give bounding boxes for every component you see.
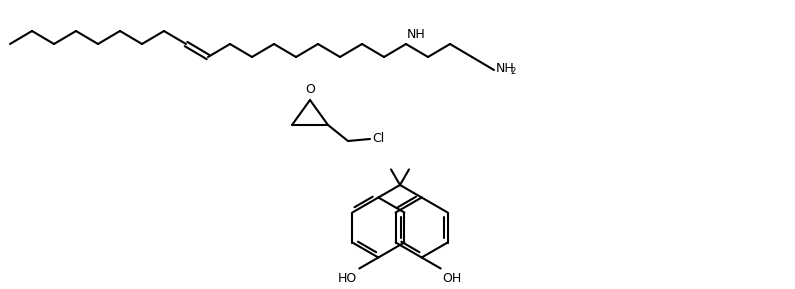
Text: NH: NH [407,28,426,41]
Text: HO: HO [338,271,357,284]
Text: O: O [305,83,315,96]
Text: Cl: Cl [372,132,384,145]
Text: OH: OH [443,271,462,284]
Text: 2: 2 [510,68,515,77]
Text: NH: NH [496,62,514,75]
